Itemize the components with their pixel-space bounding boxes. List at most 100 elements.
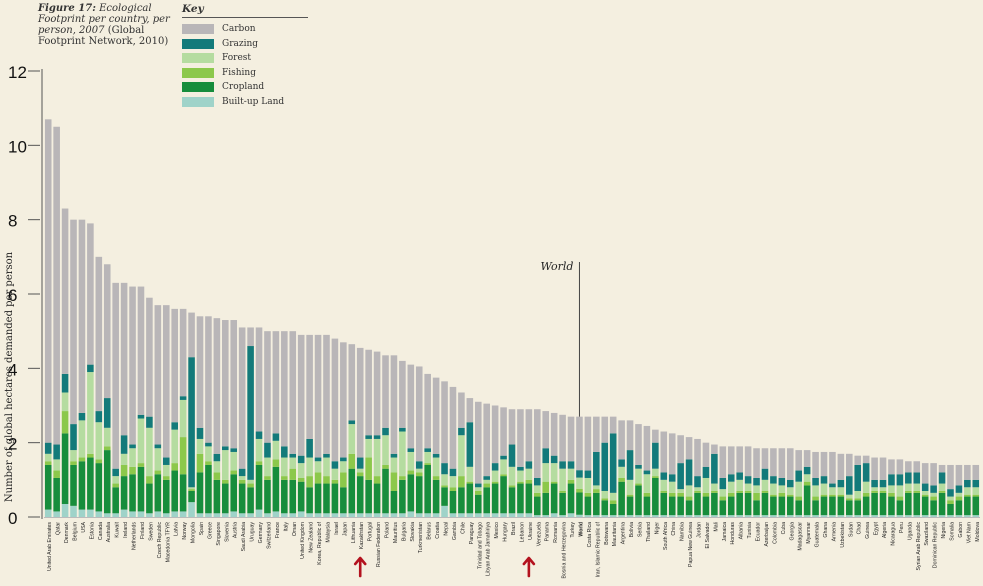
- bar-segment-carbon: [913, 461, 921, 473]
- category-label: Switzerland: [266, 522, 272, 549]
- bar-segment-forest: [44, 453, 52, 462]
- bar-segment-fishing: [618, 477, 625, 482]
- bar-segment-carbon: [761, 448, 769, 469]
- category-label: Libyan Arab Jamahiriya: [486, 522, 492, 576]
- category-label: Serbia: [637, 522, 643, 537]
- bar-segment-forest: [323, 457, 330, 477]
- bar-segment-grazing: [53, 444, 60, 460]
- bar-segment-built-up: [137, 511, 145, 517]
- bar-segment-grazing: [660, 472, 668, 480]
- bar-segment-built-up: [188, 502, 195, 517]
- category-label: Netherlands: [132, 522, 138, 550]
- bar-segment-fishing: [230, 470, 238, 475]
- bar-segment-fishing: [213, 472, 221, 480]
- category-label: Hungary: [503, 522, 509, 542]
- category-label: Sweden: [148, 522, 154, 541]
- bar-segment-cropland: [677, 496, 684, 516]
- bar-segment-cropland: [736, 492, 743, 516]
- bar-segment-fishing: [356, 472, 364, 477]
- bar-segment-built-up: [955, 515, 963, 517]
- bar-segment-built-up: [803, 515, 811, 517]
- bar-segment-built-up: [778, 515, 786, 517]
- legend-swatch: [182, 24, 214, 34]
- bar-segment-forest: [306, 457, 313, 477]
- bar-segment-forest: [205, 446, 212, 462]
- bar-segment-built-up: [727, 515, 735, 517]
- category-label: Israel: [334, 522, 340, 535]
- bar-segment-grazing: [129, 444, 136, 449]
- category-label: Uzbekistan: [840, 522, 846, 548]
- bar-segment-fishing: [95, 459, 103, 464]
- bar-segment-carbon: [786, 448, 794, 480]
- bar-segment-forest: [584, 477, 592, 493]
- bar-segment-cropland: [761, 492, 769, 516]
- bar-segment-fishing: [382, 464, 389, 469]
- category-label: Austria: [233, 522, 239, 538]
- bar-segment-built-up: [103, 513, 111, 517]
- y-tick-label: 0: [8, 509, 17, 528]
- bar-segment-cropland: [854, 500, 862, 516]
- bar-segment-forest: [601, 490, 609, 499]
- bar-segment-grazing: [964, 479, 971, 488]
- bar-segment-built-up: [483, 513, 490, 517]
- bar-segment-forest: [483, 479, 490, 484]
- bar-segment-forest: [373, 438, 381, 477]
- bar-segment-built-up: [331, 513, 339, 517]
- bar-segment-cropland: [264, 479, 271, 514]
- bar-segment-forest: [247, 479, 254, 484]
- bar-segment-fishing: [660, 490, 668, 493]
- bar-segment-forest: [955, 492, 963, 497]
- bar-segment-fishing: [879, 490, 887, 493]
- bar-segment-carbon: [702, 442, 710, 467]
- bar-segment-built-up: [382, 513, 389, 517]
- bar-segment-fishing: [559, 490, 566, 493]
- bar-segment-cropland: [323, 483, 330, 514]
- bar-segment-grazing: [238, 468, 246, 477]
- bar-segment-cropland: [103, 450, 111, 514]
- category-label: Germany: [258, 522, 264, 544]
- category-label: Finland: [140, 522, 146, 539]
- bar-segment-forest: [888, 485, 895, 493]
- bar-segment-grazing: [474, 483, 482, 488]
- bar-segment-fishing: [685, 496, 693, 501]
- bar-segment-grazing: [466, 422, 474, 467]
- bar-segment-fishing: [188, 489, 195, 491]
- bar-segment-fishing: [711, 490, 718, 493]
- bar-segment-fishing: [120, 464, 128, 477]
- bar-segment-fishing: [955, 496, 963, 501]
- y-tick-label: 10: [8, 137, 27, 156]
- legend-swatch: [182, 96, 214, 107]
- bar-segment-carbon: [744, 446, 752, 477]
- chart-legend: Key Carbon Grazing Forest Fishing Cropland Bu…: [182, 3, 308, 109]
- bar-segment-built-up: [711, 515, 718, 517]
- category-label: Singapore: [216, 522, 222, 546]
- bar-segment-grazing: [297, 455, 305, 464]
- bar-segment-carbon: [854, 455, 862, 465]
- bar-segment-cropland: [508, 487, 516, 514]
- category-label: France: [275, 522, 281, 538]
- bar-segment-carbon: [162, 305, 170, 458]
- bar-segment-built-up: [702, 515, 710, 517]
- bar-segment-carbon: [331, 338, 339, 462]
- bar-segment-built-up: [238, 513, 246, 517]
- bar-segment-fishing: [458, 476, 465, 488]
- bar-segment-grazing: [449, 468, 457, 477]
- bar-segment-carbon: [778, 448, 786, 478]
- bar-segment-cropland: [635, 485, 642, 516]
- bar-segment-built-up: [491, 513, 499, 517]
- bar-segment-grazing: [837, 479, 845, 488]
- bar-segment-cropland: [340, 487, 347, 514]
- bar-segment-cropland: [812, 500, 819, 516]
- bar-segment-built-up: [542, 515, 550, 517]
- category-label: Bulgaria: [401, 522, 407, 541]
- bar-segment-fishing: [795, 496, 802, 501]
- category-label: Niger: [654, 522, 660, 535]
- category-label: Romania: [553, 522, 559, 543]
- bar-segment-cropland: [550, 483, 558, 514]
- bar-segment-forest: [820, 483, 828, 495]
- category-label: Azerbaijan: [764, 522, 770, 547]
- bar-segment-carbon: [415, 366, 423, 462]
- bar-segment-grazing: [778, 477, 786, 486]
- bar-segment-fishing: [761, 490, 769, 493]
- bar-segment-carbon: [500, 407, 507, 456]
